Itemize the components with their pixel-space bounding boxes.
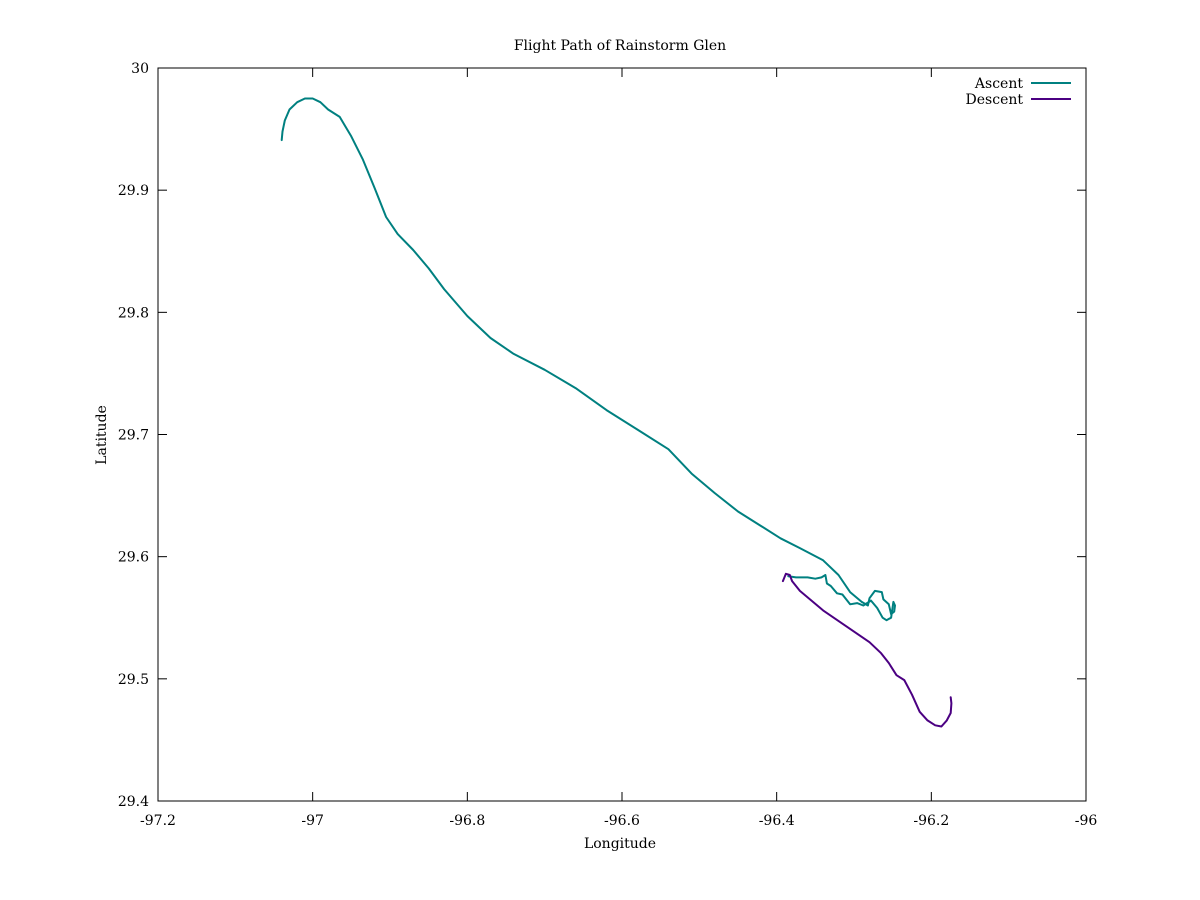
x-tick-label: -96.8 bbox=[449, 813, 485, 829]
series-line-descent bbox=[781, 572, 953, 728]
y-axis-label: Latitude bbox=[94, 405, 110, 465]
chart-title: Flight Path of Rainstorm Glen bbox=[514, 38, 726, 54]
x-tick-label: -96.2 bbox=[913, 813, 949, 829]
y-tick-label: 29.4 bbox=[118, 794, 149, 810]
y-tick-label: 29.5 bbox=[118, 672, 149, 688]
plot-series bbox=[280, 97, 953, 728]
y-tick-label: 30 bbox=[131, 61, 149, 77]
legend-label-descent: Descent bbox=[966, 92, 1024, 108]
x-axis-label: Longitude bbox=[584, 836, 656, 852]
x-tick-label: -97 bbox=[301, 813, 324, 829]
x-tick-label: -96.6 bbox=[604, 813, 640, 829]
x-tick-label: -96 bbox=[1075, 813, 1098, 829]
y-tick-label: 29.9 bbox=[118, 183, 149, 199]
axis-ticks: -97.2 -97 -96.8 -96.6 -96.4 -96.2 -96 29.4 29.5 2… bbox=[118, 61, 1098, 829]
x-tick-label: -96.4 bbox=[759, 813, 795, 829]
series-line-ascent bbox=[280, 97, 896, 622]
y-tick-label: 29.6 bbox=[118, 550, 149, 566]
y-tick-label: 29.7 bbox=[118, 428, 149, 444]
plot-frame bbox=[157, 67, 1087, 802]
x-tick-label: -97.2 bbox=[140, 813, 176, 829]
legend-label-ascent: Ascent bbox=[974, 76, 1023, 92]
y-tick-label: 29.8 bbox=[118, 305, 149, 321]
